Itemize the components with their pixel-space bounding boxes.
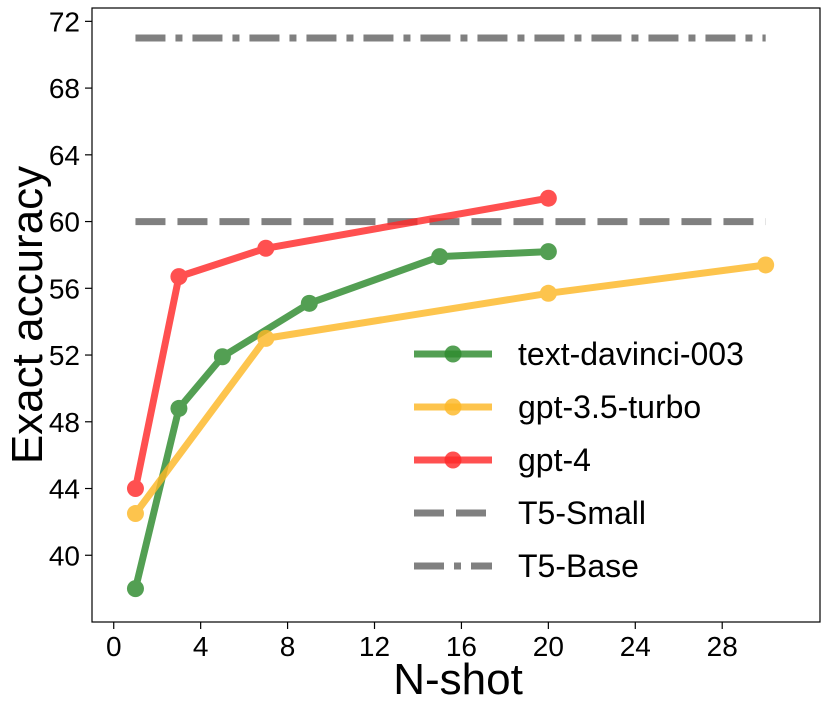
legend-label-t5-base: T5-Base: [518, 548, 639, 584]
series-text-davinci-003: [126, 243, 557, 598]
x-tick-label: 0: [106, 631, 122, 662]
data-point-gpt-4: [170, 268, 188, 286]
data-point-gpt-4: [257, 239, 275, 257]
series-lines: [126, 34, 775, 598]
x-axis: 0 4 8 12 16 20 24 28: [106, 622, 738, 662]
legend-marker-gpt-4: [444, 451, 462, 469]
data-point-text-davinci-003: [126, 580, 144, 598]
data-point-gpt-3-5-turbo: [757, 256, 775, 274]
data-point-gpt-3-5-turbo: [126, 505, 144, 523]
data-point-gpt-3-5-turbo: [539, 284, 557, 302]
y-axis-label: Exact accuracy: [3, 166, 52, 464]
y-tick-label: 60: [49, 207, 80, 238]
x-tick-label: 12: [359, 631, 390, 662]
series-gpt-3-5-turbo: [126, 256, 775, 523]
x-tick-label: 28: [707, 631, 738, 662]
legend-label-text-davinci-003: text-davinci-003: [518, 336, 744, 372]
series-line-gpt-3-5-turbo: [132, 261, 767, 516]
y-tick-label: 44: [49, 474, 80, 505]
x-tick-label: 16: [446, 631, 477, 662]
y-tick-label: 56: [49, 273, 80, 304]
series-line-gpt-4: [132, 194, 549, 490]
x-axis-label: N-shot: [393, 655, 523, 704]
legend-label-gpt-4: gpt-4: [518, 442, 591, 478]
data-point-text-davinci-003: [213, 348, 231, 366]
y-tick-label: 72: [49, 6, 80, 37]
y-tick-label: 40: [49, 540, 80, 571]
x-tick-label: 4: [193, 631, 209, 662]
data-point-text-davinci-003: [431, 248, 449, 266]
y-tick-label: 68: [49, 73, 80, 104]
data-point-gpt-4: [126, 480, 144, 498]
data-point-gpt-4: [539, 189, 557, 207]
legend-label-t5-small: T5-Small: [518, 495, 646, 531]
x-tick-label: 8: [280, 631, 296, 662]
y-tick-label: 64: [49, 140, 80, 171]
legend-marker-text-davinci-003: [444, 345, 462, 363]
legend-marker-gpt-3-5-turbo: [444, 398, 462, 416]
series-gpt-4: [126, 189, 557, 498]
y-tick-label: 52: [49, 340, 80, 371]
plot-area-frame: [91, 7, 821, 623]
x-tick-label: 24: [620, 631, 651, 662]
data-point-text-davinci-003: [539, 243, 557, 261]
data-point-gpt-3-5-turbo: [257, 329, 275, 347]
legend-label-gpt-3-5-turbo: gpt-3.5-turbo: [518, 389, 701, 425]
y-tick-label: 48: [49, 407, 80, 438]
data-point-text-davinci-003: [300, 294, 318, 312]
legend: text-davinci-003 gpt-3.5-turbo gpt-4 T5-Sma…: [414, 336, 744, 584]
y-axis: 40 44 48 52 56 60 64 68 72: [49, 6, 92, 571]
data-point-text-davinci-003: [170, 399, 188, 417]
x-tick-label: 20: [533, 631, 564, 662]
